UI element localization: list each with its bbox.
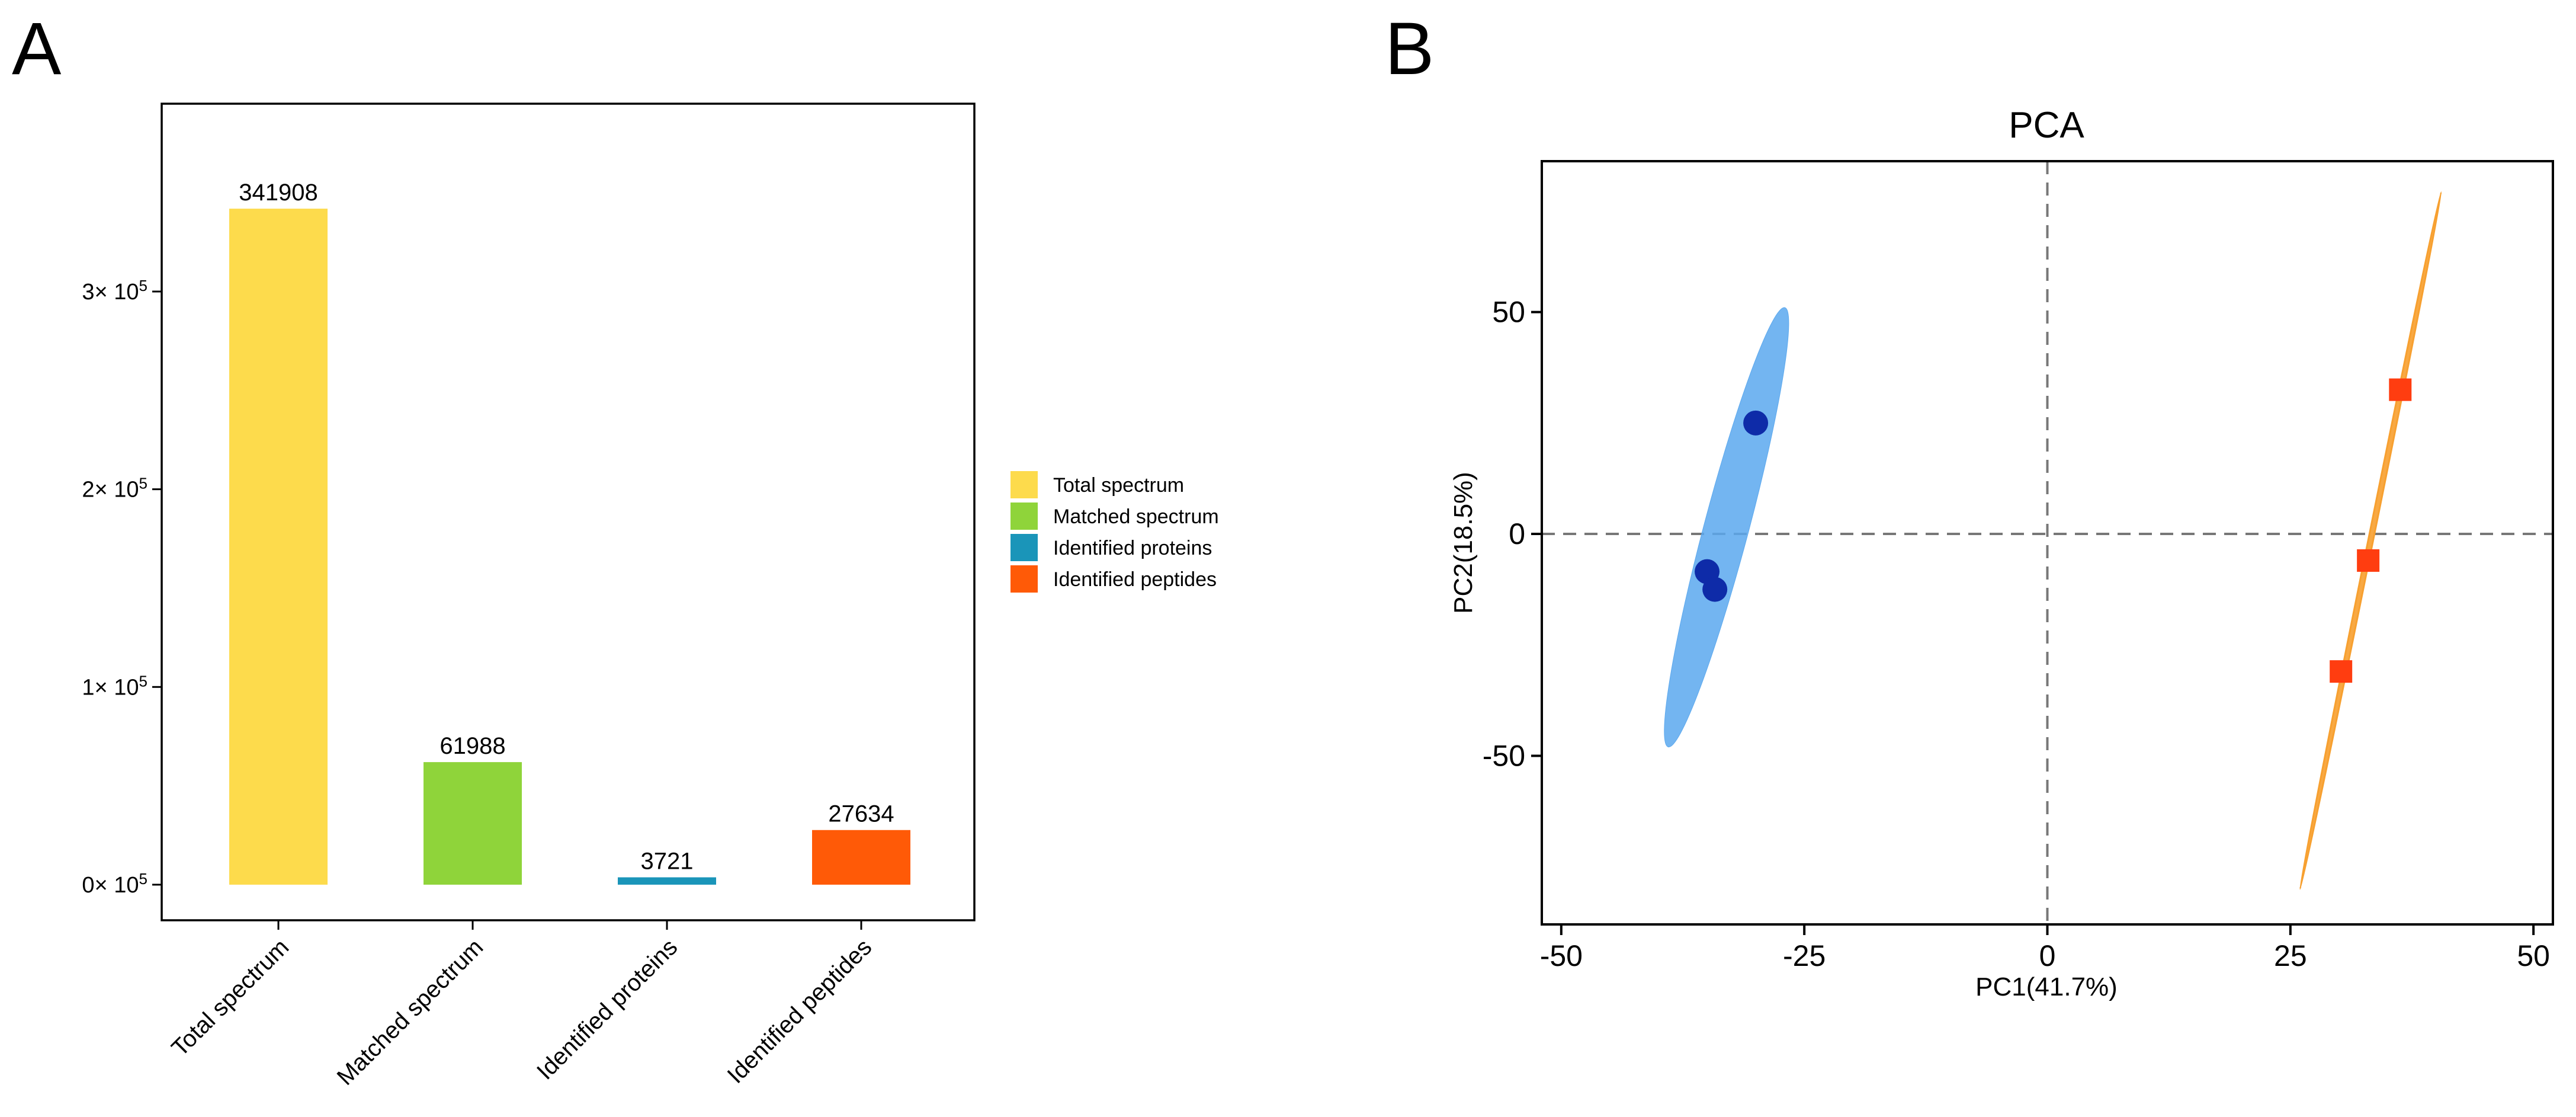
x-category-label: Identified proteins [532,934,682,1084]
y-axis-ticks: 50 0 -50 [1483,296,1542,772]
y-tick-base: 10 [108,873,139,898]
y-tick-exponent: 5 [139,672,147,690]
legend-swatch [1010,565,1038,593]
ellipse-group2 [2299,191,2442,890]
x-category-label: Identified peptides [723,934,877,1089]
legend: Total spectrum Matched spectrum Identified… [1010,471,1219,593]
bar-plot-frame [161,103,976,921]
x-axis-label: PC1(41.7%) [1975,972,2118,1001]
bar-4 [812,830,910,885]
legend-label: Identified proteins [1053,537,1212,559]
y-tick-label: 50 [1492,296,1525,329]
y-tick-exponent: 5 [139,870,147,888]
x-tick-label: 25 [2274,939,2307,972]
confidence-ellipses [1664,191,2442,890]
pca-title: PCA [2009,105,2084,146]
pca-chart-panel: PCA -50 -25 0 25 50 50 0 -50 PC1(41.7%) PC2(18… [1449,105,2554,1001]
legend-label: Identified peptides [1053,568,1217,591]
point-group2 [2389,378,2412,401]
y-tick-mantissa: 1 [82,675,94,700]
bar-value-label: 3721 [641,849,694,875]
y-tick-exponent: 5 [139,277,147,295]
y-tick-mantissa: 3 [82,280,94,305]
point-group2 [2330,660,2353,683]
scatter-points [1695,378,2412,683]
reference-lines [1542,161,2553,924]
y-tick-times: × [95,478,108,503]
y-tick-mantissa: 2 [82,478,94,503]
x-tick-label: -25 [1783,939,1826,972]
bar-1 [229,209,328,885]
bar-2 [424,762,522,885]
point-group1 [1702,577,1728,602]
y-tick-label: 1× 105 [82,672,147,700]
x-tick-label: 0 [2039,939,2056,972]
y-tick-times: × [95,280,108,305]
legend-label: Matched spectrum [1053,505,1219,528]
y-tick-times: × [95,873,108,898]
bar-value-label: 27634 [828,801,894,827]
y-tick-label: 3× 105 [82,277,147,305]
y-tick-label: -50 [1483,739,1525,772]
panel-a-letter: A [12,8,62,90]
y-tick-mantissa: 0 [82,873,94,898]
bar-value-labels: 341908 61988 3721 27634 [239,180,894,874]
x-category-label: Matched spectrum [332,934,489,1090]
bar-3 [618,877,716,885]
y-tick-base: 10 [108,478,139,503]
legend-swatch [1010,534,1038,561]
x-tick-label: -50 [1540,939,1583,972]
panel-b-letter: B [1385,8,1434,90]
y-tick-times: × [95,675,108,700]
y-tick-exponent: 5 [139,475,147,492]
legend-label: Total spectrum [1053,474,1184,497]
ellipse-group1 [1664,307,1789,748]
x-tick-label: 50 [2517,939,2550,972]
bars [229,209,910,885]
bar-value-label: 61988 [440,733,505,759]
point-group2 [2357,549,2380,572]
x-axis-ticks: -50 -25 0 25 50 [1540,924,2550,972]
x-axis-ticks: Total spectrum Matched spectrum Identified… [166,920,877,1090]
y-tick-base: 10 [108,675,139,700]
y-tick-label: 0× 105 [82,870,147,898]
y-tick-base: 10 [108,280,139,305]
y-tick-label: 0 [1509,517,1525,551]
legend-swatch [1010,503,1038,530]
y-tick-label: 2× 105 [82,475,147,503]
bar-value-label: 341908 [239,180,317,206]
legend-swatch [1010,471,1038,498]
x-category-label: Total spectrum [166,934,294,1061]
point-group1 [1743,410,1769,436]
y-axis-label: PC2(18.5%) [1449,472,1478,614]
